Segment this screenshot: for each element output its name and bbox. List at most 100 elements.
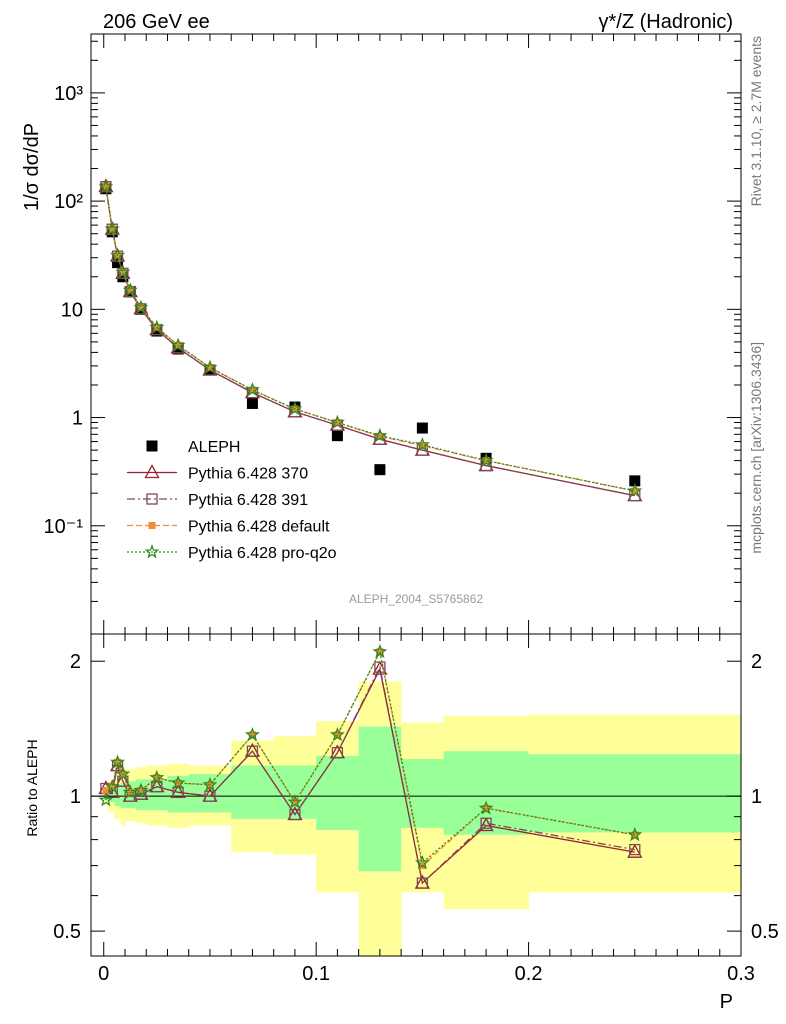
ratio-y-tick-label-right: 1: [751, 786, 762, 808]
pythia-6-428-370-ratio-point: [627, 843, 643, 858]
pythia-6-428-391-ratio-point: [151, 781, 163, 793]
pythia-6-428-default-ratio-point: [291, 798, 299, 806]
pythia-6-428-default-main-point: [102, 182, 110, 190]
pythia-6-428-pro-q2o-main-point: [98, 179, 114, 194]
legend-label-pythia-6-428-370: Pythia 6.428 370: [188, 466, 308, 483]
pythia-6-428-pro-q2o-ratio-line: [105, 649, 635, 865]
aleph-main-point: [629, 475, 641, 487]
y-tick-label: 10: [61, 299, 83, 321]
legend-label-pythia-6-428-391: Pythia 6.428 391: [188, 492, 308, 509]
pythia-6-428-pro-q2o-ratio-point: [98, 792, 114, 807]
ratio-uncertainty-bands: [103, 681, 742, 956]
header-right-title: γ*/Z (Hadronic): [599, 11, 733, 33]
data-series: [98, 178, 643, 889]
pythia-6-428-default-main-point: [376, 432, 384, 440]
pythia-6-428-default-main-point: [333, 419, 341, 427]
pythia-6-428-pro-q2o-main-point: [414, 436, 430, 452]
pythia-6-428-391-ratio-point: [331, 747, 344, 759]
x-tick-label: 0: [98, 963, 109, 985]
header-left-title: 206 GeV ee: [103, 11, 210, 33]
pythia-6-428-pro-q2o-main-point: [133, 299, 149, 314]
pythia-6-428-default-ratio-point: [333, 731, 341, 739]
stat-uncertainty-band: [528, 754, 742, 833]
y-tick-label: 10⁻¹: [44, 516, 84, 538]
stat-uncertainty-band: [358, 726, 402, 872]
pythia-6-428-391-main-point: [124, 285, 136, 298]
pythia-6-428-pro-q2o-ratio-point: [133, 782, 149, 797]
x-axis-label: P: [720, 991, 733, 1013]
pythia-6-428-default-main-point: [482, 457, 490, 465]
pythia-6-428-default-ratio-point: [376, 648, 384, 656]
pythia-6-428-pro-q2o-main-line: [105, 186, 635, 492]
stat-uncertainty-band: [135, 779, 147, 811]
pythia-6-428-default-main-point: [206, 364, 214, 372]
ratio-y-tick-label: 2: [70, 651, 81, 673]
pythia-6-428-pro-q2o-main-point: [122, 282, 138, 297]
pythia-6-428-pro-q2o-main-point: [329, 414, 345, 429]
ratio-y-tick-label-right: 0.5: [751, 921, 779, 943]
pythia-6-428-pro-q2o-ratio-point: [287, 794, 303, 809]
pythia-6-428-default-main-point: [119, 268, 127, 276]
aleph-main-point: [374, 464, 386, 476]
legend-marker-pythia-6-428-391: [146, 493, 158, 505]
pythia-6-428-pro-q2o-main-point: [372, 427, 388, 442]
legend-marker-pythia-6-428-370: [144, 464, 160, 479]
pythia-6-428-pro-q2o-main-point: [287, 401, 303, 416]
side-label-mcplots: mcplots.cern.ch [arXiv:1306.3436]: [748, 342, 764, 554]
side-label-rivet: Rivet 3.1.10, ≥ 2.7M events: [748, 36, 764, 206]
aleph-main-point: [246, 397, 258, 409]
pythia-6-428-default-main-line: [105, 186, 635, 492]
pythia-6-428-default-main-point: [137, 303, 145, 311]
pythia-6-428-391-ratio-point: [172, 786, 184, 798]
aleph-main-point: [416, 422, 428, 434]
pythia-6-428-pro-q2o-ratio-point: [372, 643, 388, 659]
pythia-6-428-default-main-point: [126, 286, 134, 294]
pythia-6-428-391-ratio-point: [204, 790, 216, 802]
legend-label-aleph: ALEPH: [188, 439, 240, 456]
legend-label-pythia-6-428-default: Pythia 6.428 default: [188, 519, 330, 536]
pythia-6-428-pro-q2o-main-point: [104, 221, 120, 236]
ratio-plot-frame: [90, 633, 742, 957]
ratio-y-tick-label: 1: [70, 786, 81, 808]
x-tick-label: 0.1: [302, 963, 330, 985]
pythia-6-428-391-ratio-point: [416, 877, 429, 889]
pythia-6-428-391-ratio-point: [480, 817, 492, 829]
pythia-6-428-391-ratio-point: [629, 843, 641, 856]
pythia-6-428-pro-q2o-main-point: [149, 319, 165, 334]
pythia-6-428-default-ratio-point: [108, 783, 116, 791]
y-tick-label: 10³: [54, 83, 83, 105]
pythia-6-428-391-ratio-point: [289, 808, 301, 821]
main-y-axis-label: 1/σ dσ/dP: [21, 123, 43, 211]
pythia-6-428-391-main-point: [117, 267, 129, 280]
pythia-6-428-pro-q2o-ratio-point: [627, 826, 643, 842]
legend-marker-aleph: [146, 440, 158, 452]
pythia-6-428-default-ratio-point: [248, 731, 256, 739]
legend-label-pythia-6-428-pro-q2o: Pythia 6.428 pro-q2o: [188, 545, 337, 562]
stat-uncertainty-band: [443, 751, 530, 835]
y-tick-label: 10²: [54, 191, 83, 213]
legend: ALEPH Pythia 6.428 370 Pythia 6.428 391 Pyt…: [127, 439, 337, 562]
stat-uncertainty-band: [167, 775, 190, 813]
pythia-6-428-370-main-line: [105, 186, 635, 497]
legend-marker-pythia-6-428-default: [148, 522, 156, 529]
pythia-6-428-pro-q2o-ratio-point: [122, 784, 138, 799]
pythia-6-428-391-ratio-point: [374, 661, 386, 673]
aleph-main-point: [117, 271, 129, 283]
pythia-6-428-pro-q2o-ratio-point: [109, 754, 126, 769]
legend-marker-pythia-6-428-pro-q2o: [144, 544, 160, 559]
pythia-6-428-pro-q2o-ratio-point: [414, 854, 430, 870]
pythia-6-428-pro-q2o-ratio-point: [149, 769, 165, 785]
aleph-main-point: [151, 325, 163, 337]
ratio-y-tick-label: 0.5: [53, 921, 81, 943]
pythia-6-428-391-ratio-point: [246, 745, 259, 757]
pythia-6-428-391-main-point: [135, 303, 147, 315]
pythia-6-428-pro-q2o-ratio-point: [104, 778, 120, 793]
pythia-6-428-391-ratio-line: [105, 665, 635, 885]
aleph-main-point: [112, 257, 124, 269]
pythia-6-428-default-ratio-point: [153, 774, 161, 782]
pythia-6-428-pro-q2o-main-point: [478, 452, 494, 468]
axis-ticks: 10⁻¹ 1 10 10² 10³ 0.5 0.5 1 1 2 2 0 0.1 0.2 0.3: [44, 34, 779, 985]
pythia-6-428-default-main-point: [631, 487, 639, 495]
pythia-6-428-pro-q2o-ratio-point: [329, 727, 345, 742]
